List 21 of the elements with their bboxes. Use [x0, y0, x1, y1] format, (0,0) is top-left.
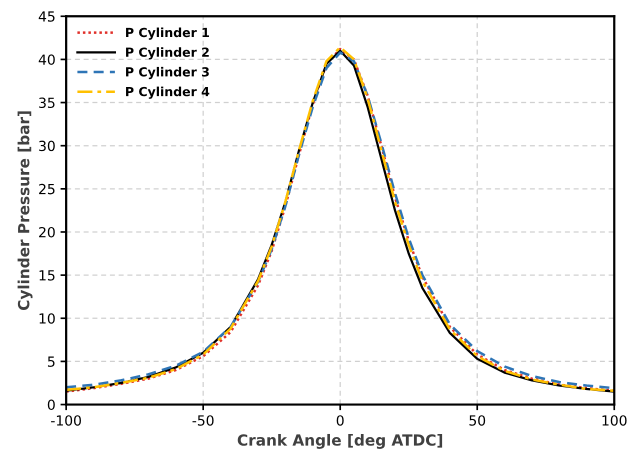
- y-tick-label: 30: [39, 140, 55, 152]
- x-tick-label: 100: [602, 415, 627, 426]
- legend-label: P Cylinder 2: [126, 47, 209, 60]
- y-tick-label: 10: [40, 313, 55, 324]
- x-tick-label: 50: [469, 415, 486, 426]
- x-tick-label: -100: [51, 415, 81, 426]
- y-tick-label: 40: [38, 54, 55, 65]
- y-tick-label: 35: [39, 98, 55, 108]
- legend-label: P Cylinder 1: [126, 28, 209, 40]
- legend-label: P Cylinder 4: [126, 86, 210, 99]
- y-tick-label: 25: [39, 184, 55, 194]
- legend-label: P Cylinder 3: [126, 66, 209, 80]
- y-tick-label: 20: [39, 226, 55, 238]
- x-tick-label: -50: [192, 415, 214, 426]
- y-tick-label: 0: [48, 400, 55, 410]
- y-axis-title: Cylinder Pressure [bar]: [18, 111, 33, 310]
- y-tick-label: 45: [38, 11, 55, 22]
- x-tick-label: 0: [336, 415, 344, 426]
- x-axis-title: Crank Angle [deg ATDC]: [238, 434, 442, 449]
- y-tick-label: 15: [40, 270, 55, 281]
- y-tick-label: 5: [48, 356, 55, 367]
